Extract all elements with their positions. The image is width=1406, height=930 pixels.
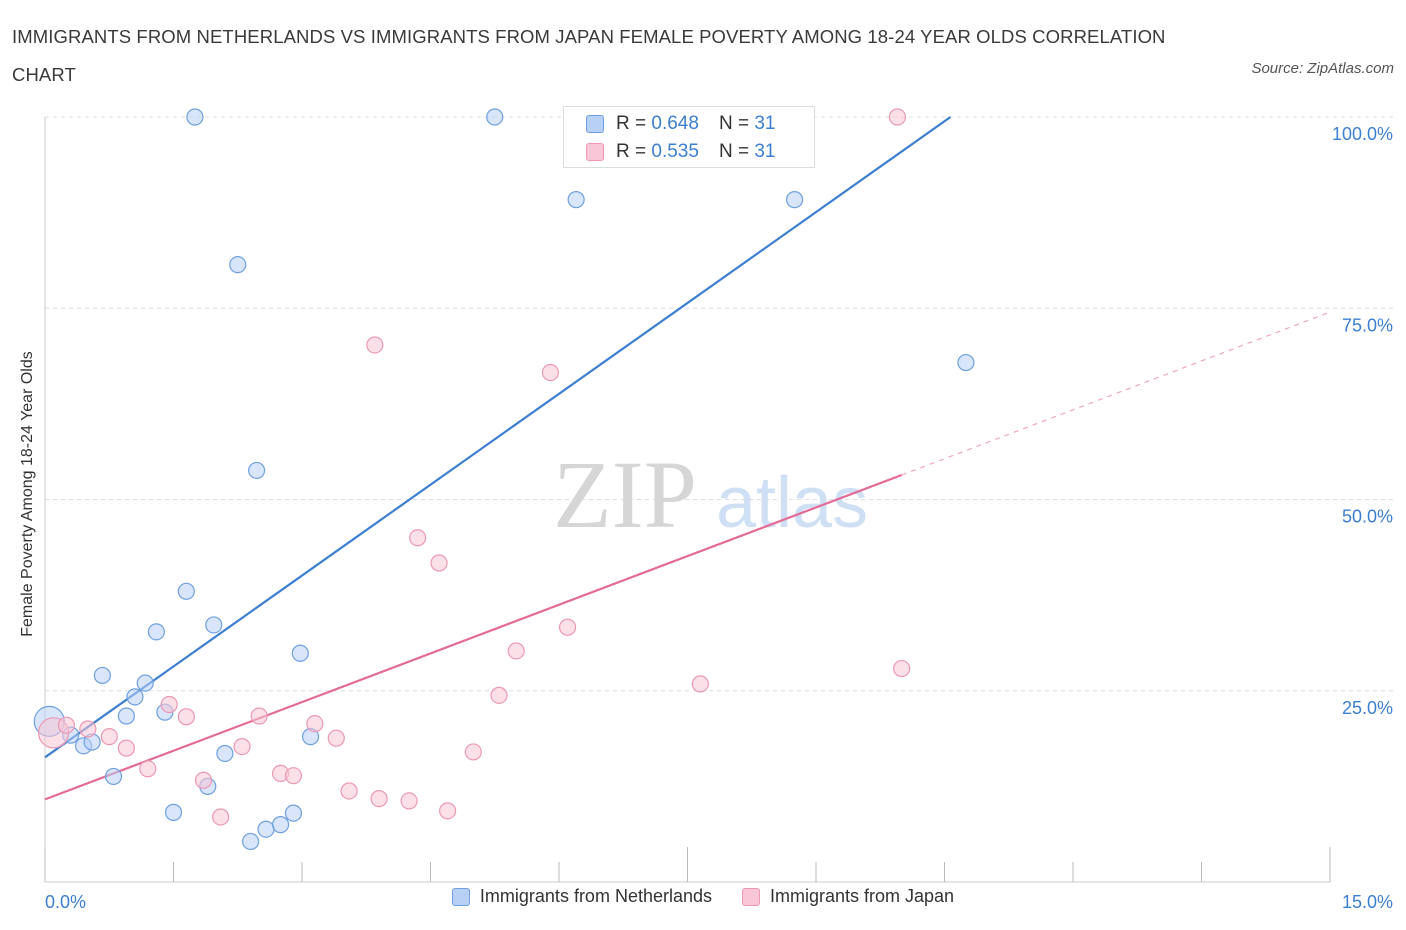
japan-point <box>888 108 906 126</box>
trend-lines <box>44 116 1331 801</box>
japan-point <box>327 729 345 747</box>
netherlands-trend-line <box>44 116 952 759</box>
n-label: N = <box>718 141 750 162</box>
data-points <box>33 108 975 851</box>
watermark-atlas: atlas <box>716 463 868 543</box>
netherlands-point <box>567 191 585 209</box>
netherlands-point <box>136 674 154 692</box>
japan-point <box>691 675 709 693</box>
netherlands-point <box>247 461 266 480</box>
netherlands-point <box>229 256 247 274</box>
japan-point <box>507 642 525 660</box>
netherlands-point <box>284 804 303 822</box>
legend-item-japan[interactable]: Immigrants from Japan <box>742 886 954 907</box>
y-tick-label: 100.0% <box>1332 124 1393 144</box>
x-tick-label-max: 15.0% <box>1342 892 1393 912</box>
watermark: ZIP atlas <box>553 441 868 548</box>
japan-point <box>340 782 358 800</box>
netherlands-point <box>291 644 309 662</box>
japan-point <box>370 790 388 808</box>
n-label: N = <box>718 113 750 134</box>
legend-label: Immigrants from Japan <box>770 886 955 906</box>
netherlands-point <box>93 666 111 685</box>
japan-point <box>212 808 230 826</box>
netherlands-point <box>486 108 504 126</box>
netherlands-point <box>104 767 123 786</box>
japan-point <box>100 728 118 746</box>
japan-point <box>233 737 251 756</box>
axes <box>44 117 1331 883</box>
japan-point <box>139 760 157 778</box>
y-tick-label: 25.0% <box>1342 698 1393 718</box>
netherlands-point <box>242 832 260 851</box>
japan-point <box>366 336 384 354</box>
r-value: 0.535 <box>651 141 699 162</box>
gridlines <box>45 116 1395 692</box>
japan-swatch <box>586 143 604 161</box>
n-value: 31 <box>754 141 776 162</box>
watermark-zip: ZIP <box>553 441 697 548</box>
japan-point <box>430 554 448 572</box>
n-value: 31 <box>754 113 776 134</box>
japan-point <box>893 659 911 678</box>
stats-legend: R = 0.648 N = 31 R = 0.535 N = 31 <box>563 106 815 168</box>
japan-point <box>490 686 508 704</box>
japan-point <box>117 739 135 757</box>
japan-point <box>400 792 418 810</box>
japan-point <box>250 707 268 725</box>
japan-point <box>194 771 213 789</box>
japan-point <box>306 715 324 733</box>
r-value: 0.648 <box>651 113 699 134</box>
japan-swatch <box>742 887 760 906</box>
japan-point <box>558 618 577 636</box>
source-credit: Source: ZipAtlas.com <box>1251 60 1394 77</box>
stats-row-netherlands: R = 0.648 N = 31 <box>586 112 775 136</box>
japan-point <box>284 767 303 785</box>
netherlands-point <box>126 688 144 706</box>
tick-labels: 25.0% 50.0% 75.0% 100.0% 0.0% 15.0% <box>45 124 1393 912</box>
legend-label: Immigrants from Netherlands <box>479 886 712 906</box>
netherlands-point <box>164 803 183 821</box>
japan-trend-line <box>44 473 903 801</box>
japan-point <box>439 802 457 820</box>
chart-title: IMMIGRANTS FROM NETHERLANDS VS IMMIGRANT… <box>12 26 1166 85</box>
japan-point <box>79 720 97 738</box>
netherlands-point <box>186 108 204 126</box>
japan-point <box>177 708 195 726</box>
japan-trend-extension <box>901 311 1331 476</box>
netherlands-point <box>957 353 975 372</box>
japan-point <box>464 743 482 761</box>
japan-point <box>160 695 178 714</box>
netherlands-point <box>117 707 135 725</box>
netherlands-swatch <box>586 115 604 133</box>
netherlands-point <box>205 616 223 634</box>
stats-row-japan: R = 0.535 N = 31 <box>586 140 775 164</box>
bottom-legend: Immigrants from Netherlands Immigrants f… <box>0 886 1406 907</box>
netherlands-point <box>147 623 165 641</box>
japan-point <box>57 716 76 734</box>
japan-point <box>541 363 560 382</box>
netherlands-point <box>271 816 290 834</box>
netherlands-point <box>177 582 195 600</box>
r-label: R = <box>616 141 647 162</box>
r-label: R = <box>616 113 647 134</box>
netherlands-swatch <box>451 887 470 906</box>
japan-point <box>409 529 427 547</box>
netherlands-point <box>257 820 275 838</box>
y-tick-label: 75.0% <box>1342 315 1393 335</box>
netherlands-point <box>785 191 804 209</box>
y-tick-label: 50.0% <box>1342 507 1393 527</box>
legend-item-netherlands[interactable]: Immigrants from Netherlands <box>451 886 712 907</box>
netherlands-point <box>216 744 234 763</box>
x-tick-label-min: 0.0% <box>45 892 86 912</box>
